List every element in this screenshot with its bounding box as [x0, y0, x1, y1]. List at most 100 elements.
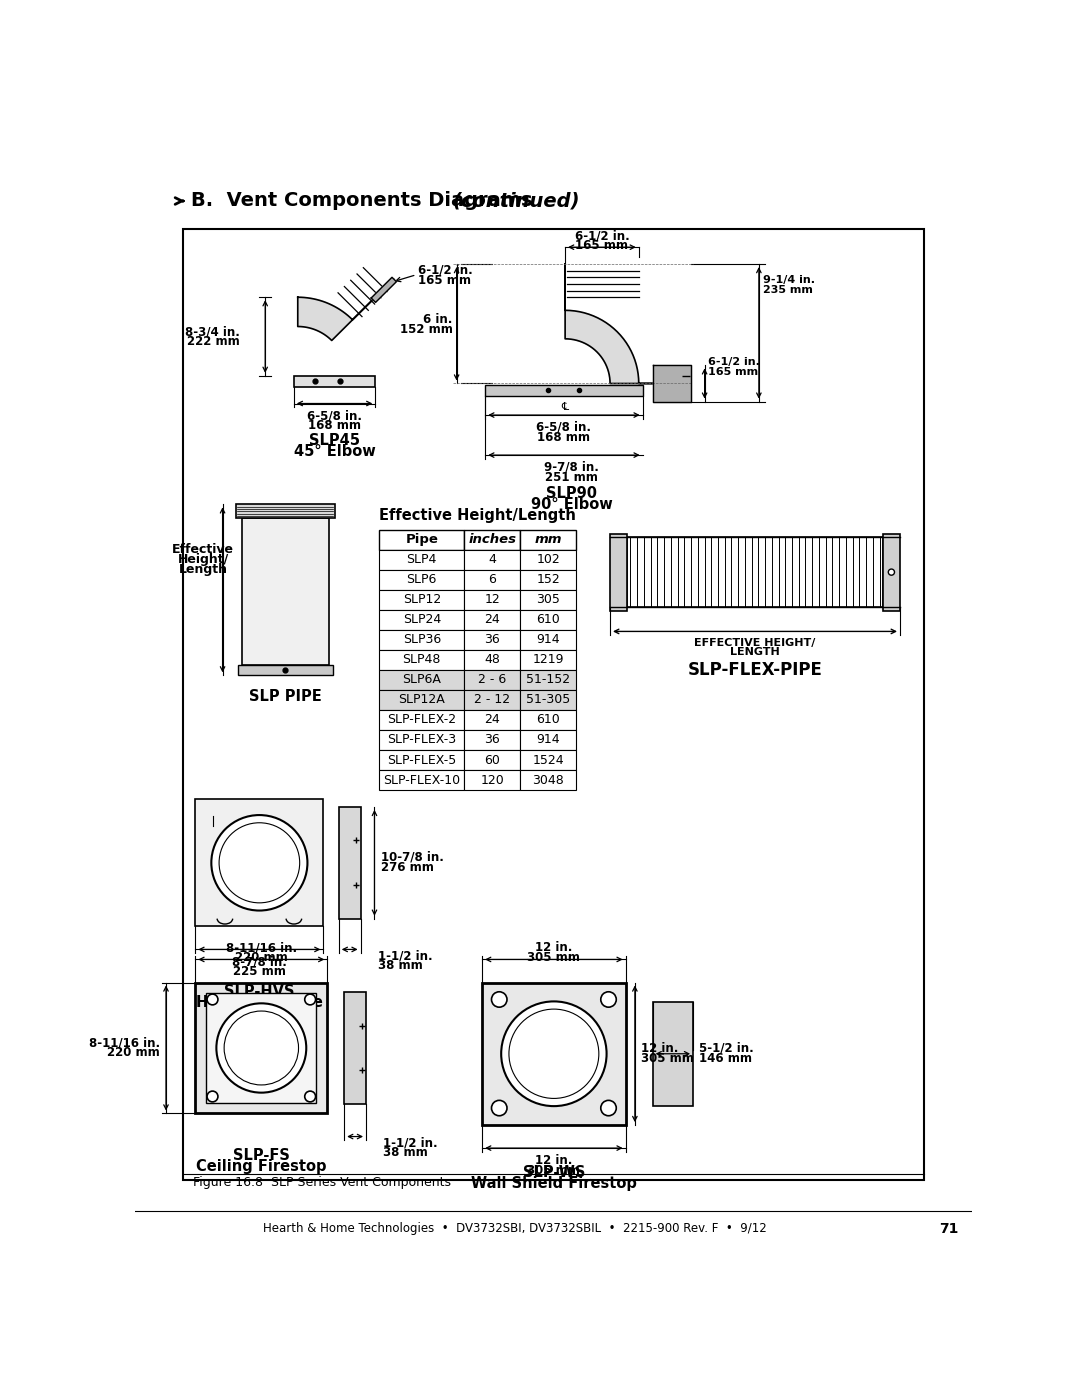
Text: 305 mm: 305 mm: [527, 1164, 580, 1177]
Circle shape: [207, 1091, 218, 1102]
Text: SLP4: SLP4: [406, 554, 437, 567]
Polygon shape: [652, 365, 691, 402]
Text: SLP12A: SLP12A: [399, 694, 445, 706]
Text: 12 in.: 12 in.: [536, 942, 572, 954]
Bar: [183, 229, 924, 1181]
Text: 152 mm: 152 mm: [400, 323, 453, 336]
Text: 6-1/2 in.: 6-1/2 in.: [418, 263, 473, 277]
Text: 1524: 1524: [532, 754, 564, 767]
Bar: [195, 799, 323, 926]
Text: Figure 16.8  SLP Series Vent Components: Figure 16.8 SLP Series Vent Components: [193, 1177, 451, 1189]
Text: 45° Elbow: 45° Elbow: [294, 443, 376, 459]
Text: SLP-FLEX-3: SLP-FLEX-3: [388, 733, 457, 747]
Bar: [521, 730, 576, 750]
Text: Ceiling Firestop: Ceiling Firestop: [197, 1158, 326, 1174]
Text: 165 mm: 165 mm: [418, 274, 471, 287]
Bar: [379, 550, 464, 569]
Text: Support: Support: [227, 1006, 293, 1021]
Circle shape: [305, 995, 315, 1004]
Text: 168 mm: 168 mm: [308, 420, 361, 432]
Circle shape: [509, 1009, 598, 1098]
Text: SLP48: SLP48: [403, 653, 441, 666]
Bar: [464, 651, 521, 670]
Bar: [464, 550, 521, 569]
Text: SLP-FLEX-PIPE: SLP-FLEX-PIPE: [688, 660, 823, 679]
Text: 914: 914: [537, 634, 559, 646]
Text: 2 - 12: 2 - 12: [474, 694, 511, 706]
Text: 1-1/2 in.: 1-1/2 in.: [383, 1136, 437, 1149]
Text: ℄: ℄: [681, 365, 688, 375]
Bar: [464, 730, 521, 750]
Text: 51-152: 51-152: [526, 673, 570, 687]
Text: 225 mm: 225 mm: [233, 965, 286, 978]
Circle shape: [600, 1101, 617, 1116]
Text: EFFECTIVE HEIGHT/: EFFECTIVE HEIGHT/: [694, 638, 815, 648]
Bar: [627, 537, 882, 607]
Bar: [464, 610, 521, 630]
Text: 168 mm: 168 mm: [538, 431, 591, 443]
Text: inches: inches: [469, 533, 516, 546]
Text: 6 in.: 6 in.: [423, 313, 453, 326]
Text: 12: 12: [485, 593, 500, 606]
Circle shape: [207, 995, 218, 1004]
Text: SLP-FLEX-2: SLP-FLEX-2: [388, 713, 457, 726]
Text: 51-305: 51-305: [526, 694, 570, 706]
Text: 146 mm: 146 mm: [699, 1052, 752, 1065]
Text: 1-1/2 in.: 1-1/2 in.: [378, 949, 432, 963]
Text: SLP-FLEX-10: SLP-FLEX-10: [383, 774, 460, 786]
Bar: [195, 982, 327, 1114]
Bar: [464, 569, 521, 590]
Text: 276 mm: 276 mm: [380, 860, 433, 874]
Text: 220 mm: 220 mm: [107, 1046, 160, 1059]
Bar: [521, 750, 576, 769]
Bar: [339, 807, 361, 919]
Bar: [464, 690, 521, 709]
Polygon shape: [565, 264, 681, 383]
Text: Effective Height/Length: Effective Height/Length: [379, 508, 576, 523]
Bar: [521, 569, 576, 590]
Text: 9-1/4 in.: 9-1/4 in.: [762, 274, 814, 284]
Text: 8-7/8 in.: 8-7/8 in.: [232, 956, 287, 968]
Text: 48: 48: [484, 653, 500, 666]
Bar: [464, 630, 521, 651]
Text: 152: 152: [536, 574, 559, 586]
Text: 36: 36: [485, 634, 500, 646]
Bar: [521, 610, 576, 630]
Text: 2 - 6: 2 - 6: [478, 673, 507, 687]
Text: 38 mm: 38 mm: [383, 1146, 428, 1160]
Text: 60: 60: [484, 754, 500, 767]
Bar: [521, 690, 576, 709]
Text: SLP45: SLP45: [309, 432, 360, 448]
Text: 102: 102: [536, 554, 559, 567]
Text: 220 mm: 220 mm: [235, 951, 287, 964]
Bar: [294, 376, 375, 386]
Bar: [242, 518, 328, 665]
Bar: [521, 630, 576, 651]
Text: Horizontal Pipe: Horizontal Pipe: [195, 995, 323, 1010]
Circle shape: [491, 1101, 507, 1116]
Text: 90° Elbow: 90° Elbow: [531, 497, 612, 512]
Bar: [485, 385, 643, 396]
Bar: [235, 505, 335, 518]
Text: (continued): (continued): [453, 192, 580, 210]
Text: 235 mm: 235 mm: [762, 284, 812, 295]
Text: Effective: Effective: [172, 543, 234, 555]
Text: B.  Vent Components Diagrams: B. Vent Components Diagrams: [191, 192, 539, 210]
Text: SLP PIPE: SLP PIPE: [249, 690, 322, 704]
Circle shape: [600, 992, 617, 1007]
Text: 12 in.: 12 in.: [642, 1042, 678, 1055]
Text: 10-7/8 in.: 10-7/8 in.: [380, 851, 444, 865]
Bar: [379, 651, 464, 670]
Text: SLP6: SLP6: [406, 574, 437, 586]
Text: 1219: 1219: [532, 653, 564, 666]
Bar: [379, 730, 464, 750]
Text: 24: 24: [485, 713, 500, 726]
Circle shape: [219, 823, 299, 902]
Bar: [464, 709, 521, 730]
Bar: [521, 550, 576, 569]
Text: 24: 24: [485, 613, 500, 627]
Bar: [652, 1002, 693, 1105]
Text: Wall Shield Firestop: Wall Shield Firestop: [471, 1177, 637, 1191]
Text: SLP-FS: SLP-FS: [233, 1149, 289, 1164]
Bar: [379, 769, 464, 790]
